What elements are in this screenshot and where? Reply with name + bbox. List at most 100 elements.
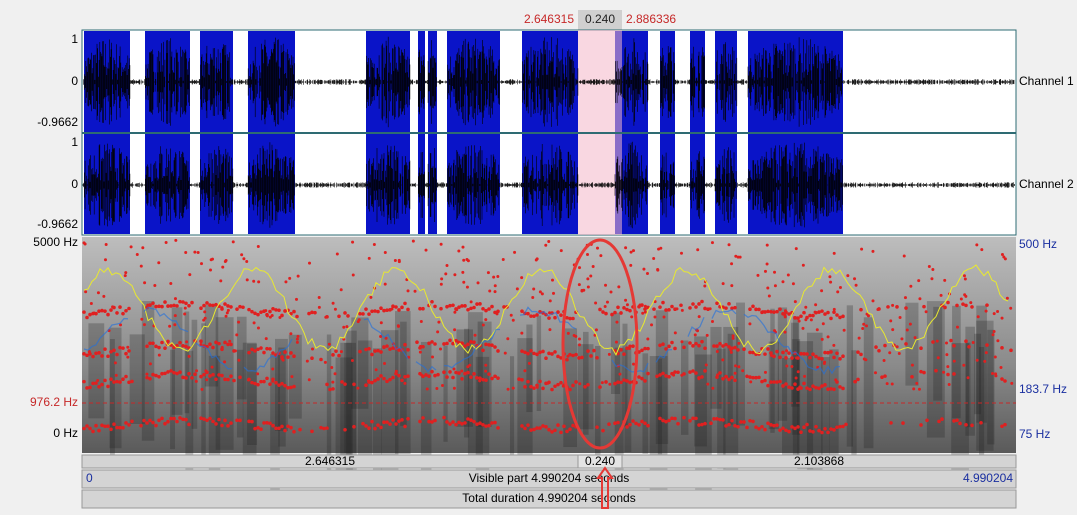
formant-dot: [166, 370, 170, 374]
shade: [736, 302, 745, 426]
formant-dot: [397, 308, 401, 312]
formant-dot: [436, 372, 440, 377]
formant-dot: [757, 426, 761, 431]
time-right-bar[interactable]: [621, 454, 1017, 469]
formant-dot: [448, 422, 452, 426]
spectrogram[interactable]: [82, 237, 1016, 453]
formant-dot: [785, 349, 789, 353]
formant-dot: [985, 343, 989, 347]
formant-dot: [436, 330, 440, 334]
formant-dot: [823, 426, 827, 431]
formant-dot: [256, 372, 260, 376]
selection-duration[interactable]: 0.240: [585, 12, 615, 26]
formant-dot: [890, 382, 894, 386]
formant-dot: [361, 421, 365, 426]
formant-dot: [861, 327, 865, 331]
formant-dot: [790, 386, 794, 390]
formant-dot: [469, 306, 473, 311]
formant-dot: [268, 315, 272, 319]
formant-dot: [814, 303, 818, 307]
formant-dot: [814, 424, 818, 429]
formant-dot: [596, 246, 600, 250]
formant-dot: [178, 416, 182, 420]
formant-dot: [781, 384, 785, 388]
formant-dot: [214, 377, 218, 382]
formant-dot: [568, 387, 572, 392]
formant-dot: [113, 361, 117, 365]
visible-bar[interactable]: [81, 469, 1017, 489]
formant-dot: [766, 309, 770, 314]
formant-dot: [109, 308, 113, 312]
formant-dot: [85, 424, 89, 428]
formant-dot: [804, 305, 808, 309]
formant-dot: [778, 355, 782, 360]
shade: [475, 356, 490, 485]
shade: [976, 320, 994, 451]
formant-dot: [571, 383, 575, 388]
formant-dot: [511, 318, 515, 322]
formant-dot: [385, 308, 389, 313]
formant-dot: [801, 263, 805, 267]
formant-dot: [724, 306, 728, 310]
formant-dot: [124, 308, 128, 313]
shade: [456, 329, 473, 427]
formant-dot: [786, 273, 790, 277]
formant-dot: [385, 379, 389, 384]
formant-dot: [547, 351, 551, 356]
formant-dot: [166, 419, 170, 424]
formant-dot: [919, 423, 923, 427]
formant-dot: [397, 348, 401, 352]
shade: [477, 321, 492, 427]
shade: [624, 348, 632, 452]
formant-dot: [783, 330, 787, 334]
formant-dot: [451, 303, 455, 308]
formant-dot: [319, 357, 323, 362]
formant-dot: [925, 418, 929, 423]
formant-dot: [607, 422, 611, 427]
formant-dot: [250, 309, 254, 314]
formant-dot: [226, 424, 230, 428]
formant-dot: [605, 300, 609, 304]
formant-dot: [195, 369, 199, 373]
formant-dot: [756, 273, 760, 277]
formant-dot: [730, 306, 734, 311]
formant-dot: [420, 373, 424, 377]
formant-dot: [245, 278, 249, 282]
formant-dot: [559, 313, 563, 317]
formant-dot: [217, 341, 221, 346]
formant-dot: [379, 306, 383, 311]
formant-dot: [461, 341, 465, 345]
formant-dot: [418, 306, 422, 311]
formant-dot: [991, 372, 995, 376]
formant-dot: [246, 378, 250, 382]
formant-dot: [889, 421, 893, 425]
formant-dot: [578, 343, 582, 347]
formant-dot: [617, 285, 621, 289]
formant-dot: [286, 386, 290, 390]
formant-dot: [727, 302, 731, 306]
formant-dot: [391, 304, 395, 308]
formant-dot: [289, 425, 293, 430]
formant-dot: [793, 426, 797, 431]
formant-dot: [184, 344, 188, 349]
formant-dot: [280, 381, 284, 386]
formant-dot: [259, 346, 263, 350]
formant-dot: [909, 284, 913, 288]
shade: [770, 308, 775, 433]
total-bar[interactable]: [81, 489, 1017, 509]
formant-dot: [256, 326, 260, 330]
formant-dot: [775, 423, 779, 427]
formant-dot: [751, 419, 755, 424]
formant-dot: [672, 373, 676, 377]
formant-dot: [106, 424, 110, 429]
formant-dot: [323, 360, 327, 364]
formant-dot: [841, 314, 845, 319]
formant-dot: [175, 419, 179, 424]
formant-dot: [523, 385, 527, 389]
formant-dot: [211, 345, 215, 350]
shade: [777, 307, 788, 421]
formant-dot: [372, 242, 376, 246]
formant-dot: [526, 311, 530, 316]
formant-dot: [157, 345, 161, 350]
formant-dot: [835, 351, 839, 356]
